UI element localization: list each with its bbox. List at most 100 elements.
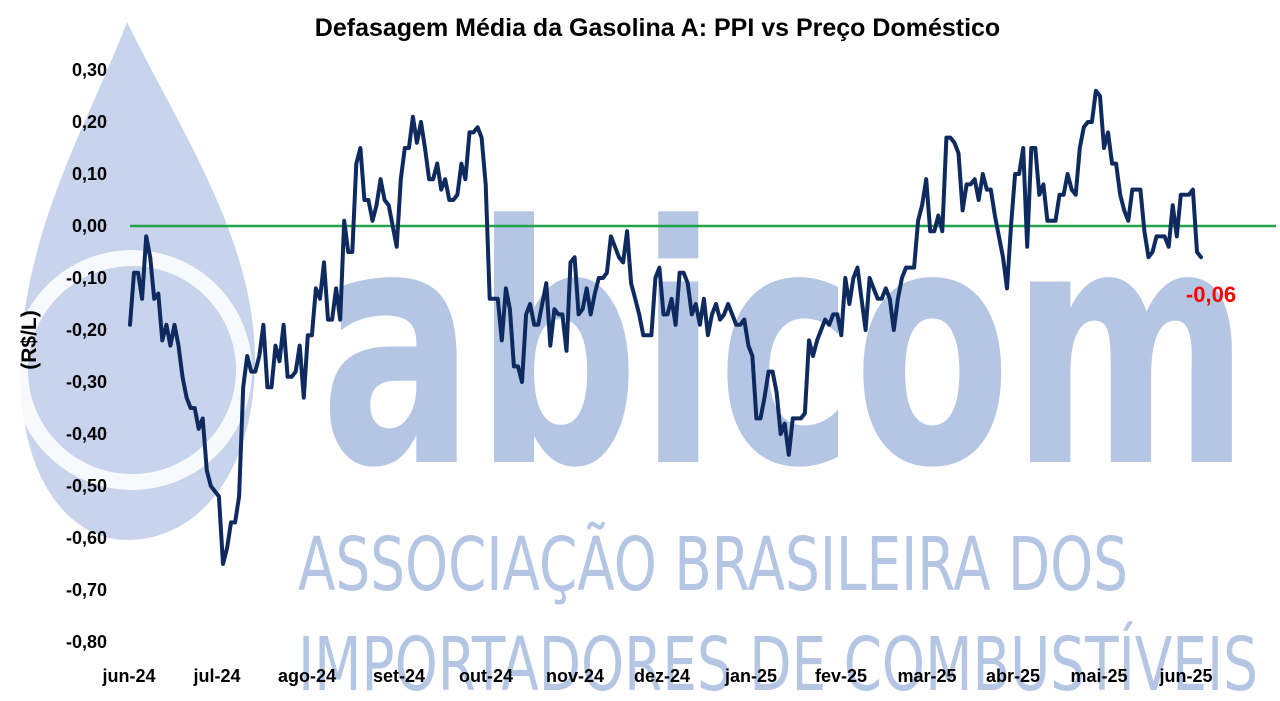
series-point bbox=[367, 199, 370, 202]
series-point bbox=[658, 266, 661, 269]
series-point bbox=[399, 178, 402, 181]
series-point bbox=[1179, 193, 1182, 196]
series-point bbox=[508, 308, 511, 311]
series-point bbox=[614, 245, 617, 248]
series-point bbox=[787, 453, 790, 456]
series-point bbox=[1115, 162, 1118, 165]
series-point bbox=[913, 266, 916, 269]
series-point bbox=[1111, 162, 1114, 165]
series-point bbox=[1147, 256, 1150, 259]
x-tick-label: abr-25 bbox=[986, 666, 1040, 686]
series-point bbox=[193, 407, 196, 410]
series-point bbox=[347, 251, 350, 254]
y-tick-labels: 0,30 0,20 0,10 0,00 -0,10 -0,20 -0,30 -0,40 -0,5… bbox=[66, 60, 107, 652]
x-tick-labels: jun-24 jul-24 ago-24 set-24 out-24 nov-24 dez-… bbox=[101, 666, 1212, 686]
series-point bbox=[941, 230, 944, 233]
series-point bbox=[504, 287, 507, 290]
series-point bbox=[351, 251, 354, 254]
watermark-line2: IMPORTADORES DE COMBUSTÍVEIS bbox=[298, 620, 1258, 701]
series-point bbox=[715, 303, 718, 306]
series-point bbox=[690, 313, 693, 316]
series-point bbox=[973, 178, 976, 181]
series-point bbox=[1046, 219, 1049, 222]
series-point bbox=[682, 271, 685, 274]
series-point bbox=[242, 386, 245, 389]
series-point bbox=[250, 370, 253, 373]
series-point bbox=[739, 323, 742, 326]
series-point bbox=[383, 199, 386, 202]
series-point bbox=[1042, 183, 1045, 186]
series-point bbox=[181, 375, 184, 378]
series-point bbox=[1070, 188, 1073, 191]
series-point bbox=[723, 313, 726, 316]
series-point bbox=[650, 334, 653, 337]
series-point bbox=[1054, 219, 1057, 222]
series-point bbox=[476, 126, 479, 129]
series-point bbox=[521, 381, 524, 384]
series-point bbox=[496, 297, 499, 300]
series-point bbox=[387, 204, 390, 207]
series-point bbox=[1131, 188, 1134, 191]
series-point bbox=[735, 323, 738, 326]
series-point bbox=[921, 204, 924, 207]
series-point bbox=[905, 266, 908, 269]
x-tick-label: nov-24 bbox=[546, 666, 604, 686]
series-point bbox=[1119, 193, 1122, 196]
y-tick-label: -0,50 bbox=[66, 476, 107, 496]
series-point bbox=[876, 297, 879, 300]
series-point bbox=[1038, 193, 1041, 196]
series-point bbox=[157, 292, 160, 295]
series-point bbox=[654, 277, 657, 280]
x-tick-label: fev-25 bbox=[815, 666, 867, 686]
series-point bbox=[217, 495, 220, 498]
series-point bbox=[763, 396, 766, 399]
series-point bbox=[310, 334, 313, 337]
series-point bbox=[468, 131, 471, 134]
series-point bbox=[1010, 225, 1013, 228]
series-point bbox=[282, 323, 285, 326]
series-point bbox=[161, 339, 164, 342]
series-point bbox=[294, 370, 297, 373]
series-point bbox=[266, 386, 269, 389]
series-point bbox=[896, 297, 899, 300]
series-point bbox=[917, 219, 920, 222]
series-point bbox=[169, 344, 172, 347]
series-point bbox=[702, 297, 705, 300]
y-tick-label: 0,30 bbox=[72, 60, 107, 80]
series-point bbox=[860, 297, 863, 300]
y-tick-label: -0,80 bbox=[66, 632, 107, 652]
series-point bbox=[856, 266, 859, 269]
series-point bbox=[1107, 131, 1110, 134]
series-point bbox=[1090, 121, 1093, 124]
series-point bbox=[286, 375, 289, 378]
series-point bbox=[933, 230, 936, 233]
series-point bbox=[246, 355, 249, 358]
series-point bbox=[593, 292, 596, 295]
series-point bbox=[407, 147, 410, 150]
x-tick-label: jan-25 bbox=[724, 666, 777, 686]
series-point bbox=[302, 396, 305, 399]
series-point bbox=[1151, 251, 1154, 254]
series-point bbox=[868, 277, 871, 280]
series-point bbox=[803, 412, 806, 415]
series-point bbox=[585, 287, 588, 290]
series-point bbox=[993, 214, 996, 217]
series-point bbox=[759, 417, 762, 420]
series-point bbox=[306, 334, 309, 337]
series-point bbox=[561, 313, 564, 316]
series-point bbox=[1183, 193, 1186, 196]
series-point bbox=[791, 417, 794, 420]
series-point bbox=[666, 313, 669, 316]
series-point bbox=[711, 313, 714, 316]
series-point bbox=[141, 297, 144, 300]
series-point bbox=[549, 344, 552, 347]
series-point bbox=[335, 287, 338, 290]
y-tick-label: -0,40 bbox=[66, 424, 107, 444]
series-point bbox=[1062, 193, 1065, 196]
series-point bbox=[626, 230, 629, 233]
series-point bbox=[565, 349, 568, 352]
watermark-line1: ASSOCIAÇÃO BRASILEIRA DOS bbox=[298, 521, 1128, 608]
series-point bbox=[238, 495, 241, 498]
series-point bbox=[359, 147, 362, 150]
series-point bbox=[226, 547, 229, 550]
